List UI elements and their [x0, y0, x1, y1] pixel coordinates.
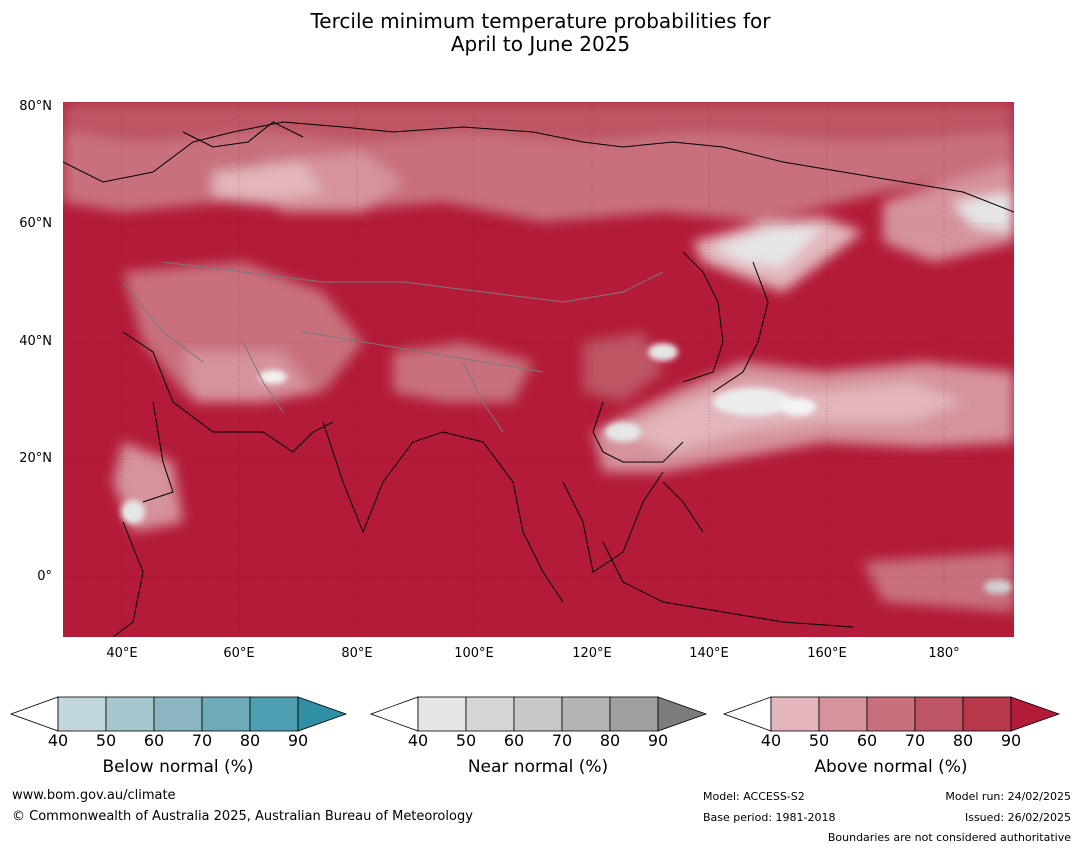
lon-label-160e: 160°E	[807, 646, 847, 661]
legend-swatch	[770, 696, 820, 732]
legend-tick-label: 50	[455, 731, 477, 750]
legend-swatch	[249, 696, 299, 732]
legend-swatch	[201, 696, 251, 732]
legend-swatch	[914, 696, 964, 732]
footer-copyright: © Commonwealth of Australia 2025, Austra…	[12, 809, 473, 824]
lat-label-0: 0°	[37, 569, 52, 584]
legend-swatch	[561, 696, 611, 732]
near-normal-patches	[121, 343, 1012, 594]
legend-tick-label: 60	[143, 731, 165, 750]
legend-tick-label: 70	[904, 731, 926, 750]
legend-swatch	[153, 696, 203, 732]
legend-swatch	[297, 696, 348, 732]
legend-tick-label: 80	[952, 731, 974, 750]
footer-issued: Issued: 26/02/2025	[964, 811, 1071, 824]
map-title-line1: Tercile minimum temperature probabilitie…	[310, 9, 771, 33]
legend-colorbar	[722, 696, 1061, 732]
legend-title: Near normal (%)	[467, 757, 609, 777]
legend-tick-label: 40	[47, 731, 69, 750]
legend-lower-extension	[722, 696, 772, 732]
legend-below-normal: 40 50 60 70 80 90 Below normal (%)	[9, 696, 350, 777]
legend-tick-label: 60	[856, 731, 878, 750]
legend-swatch	[417, 696, 467, 732]
lat-label-80n: 80°N	[19, 99, 52, 114]
legend-swatch	[962, 696, 1012, 732]
footer-disclaimer: Boundaries are not considered authoritat…	[827, 831, 1071, 844]
legend-swatch	[465, 696, 515, 732]
legend-swatch	[513, 696, 563, 732]
legend-colorbar	[369, 696, 708, 732]
lon-label-80e: 80°E	[341, 646, 373, 661]
legend-title: Below normal (%)	[102, 757, 254, 777]
legend-swatch	[105, 696, 155, 732]
legend-swatch	[609, 696, 659, 732]
legend-tick-label: 40	[407, 731, 429, 750]
legend-swatch	[1010, 696, 1061, 732]
legend-swatch	[657, 696, 708, 732]
legend-tick-label: 70	[191, 731, 213, 750]
graticule	[63, 102, 1014, 637]
probability-map	[62, 102, 1015, 638]
legend-tick-label: 80	[239, 731, 261, 750]
legend-tick-label: 40	[760, 731, 782, 750]
lon-label-40e: 40°E	[106, 646, 138, 661]
legend-title: Above normal (%)	[814, 757, 968, 777]
country-borders	[122, 261, 664, 433]
legend-tick-label: 60	[503, 731, 525, 750]
legend-tick-label: 90	[287, 731, 309, 750]
legend-lower-extension	[369, 696, 419, 732]
lat-label-60n: 60°N	[19, 216, 52, 231]
lat-label-20n: 20°N	[19, 451, 52, 466]
footer-model-run: Model run: 24/02/2025	[945, 790, 1071, 803]
coastlines	[62, 121, 1015, 638]
probability-shading	[63, 102, 1014, 612]
legend-swatch	[866, 696, 916, 732]
footer-url[interactable]: www.bom.gov.au/climate	[12, 788, 176, 803]
lon-label-60e: 60°E	[223, 646, 255, 661]
legend-swatch	[818, 696, 868, 732]
map-title-line2: April to June 2025	[450, 32, 631, 56]
lon-label-120e: 120°E	[572, 646, 612, 661]
legend-tick-label: 90	[1000, 731, 1022, 750]
lon-label-100e: 100°E	[454, 646, 494, 661]
legend-colorbar	[9, 696, 348, 732]
lon-label-140e: 140°E	[689, 646, 729, 661]
legend-swatch	[57, 696, 107, 732]
legend-lower-extension	[9, 696, 59, 732]
lat-label-40n: 40°N	[19, 334, 52, 349]
lon-label-180: 180°	[928, 646, 960, 661]
legend-near-normal: 40 50 60 70 80 90 Near normal (%)	[369, 696, 710, 777]
footer-model: Model: ACCESS-S2	[703, 790, 805, 803]
legend-tick-label: 70	[551, 731, 573, 750]
map-canvas	[62, 102, 1015, 638]
footer-base-period: Base period: 1981-2018	[703, 811, 836, 824]
legend-above-normal: 40 50 60 70 80 90 Above normal (%)	[722, 696, 1063, 777]
legend-tick-label: 80	[599, 731, 621, 750]
legend-tick-label: 90	[647, 731, 669, 750]
legend-tick-label: 50	[808, 731, 830, 750]
legend-tick-label: 50	[95, 731, 117, 750]
